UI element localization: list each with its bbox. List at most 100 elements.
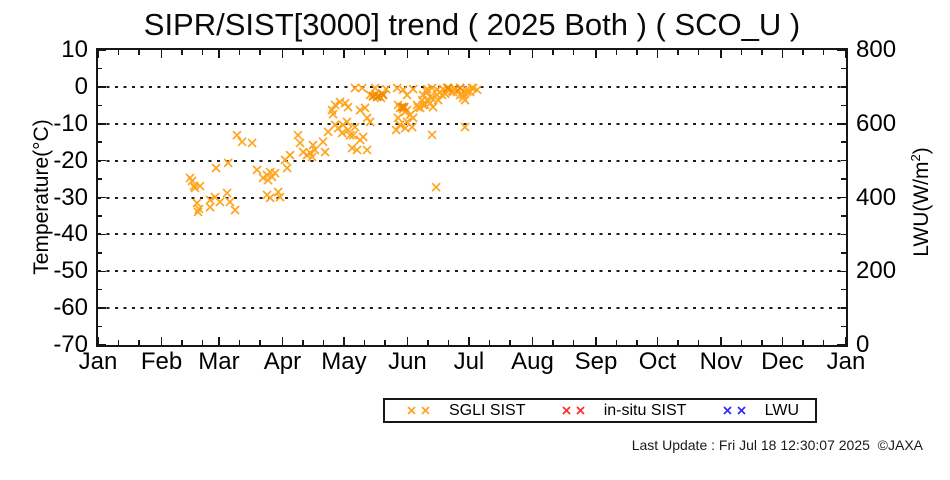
- data-point-x: [472, 85, 482, 95]
- y-tick: [841, 288, 846, 291]
- data-point-x: [330, 100, 340, 110]
- y-tick: [841, 178, 846, 180]
- data-point-x: [310, 145, 320, 155]
- x-tick-label: Jun: [388, 348, 427, 375]
- x-tick: [740, 50, 743, 55]
- data-point-x: [400, 123, 410, 133]
- y-tick-label-left: -10: [53, 109, 88, 137]
- data-point-x: [205, 195, 215, 205]
- x-tick: [845, 337, 847, 345]
- x-tick: [406, 337, 409, 345]
- x-tick: [201, 340, 204, 345]
- x-tick: [302, 50, 304, 55]
- x-tick: [656, 337, 659, 345]
- x-tick: [802, 340, 804, 345]
- data-point-x: [192, 198, 202, 208]
- y-tick-label-right: 600: [856, 109, 897, 137]
- x-tick: [181, 340, 183, 345]
- data-point-x: [190, 183, 200, 193]
- data-point-x: [408, 113, 418, 123]
- x-tick: [822, 50, 825, 55]
- y-tick-label-left: 0: [74, 72, 88, 100]
- x-tick-label: Aug: [511, 348, 554, 375]
- y-tick-label-right: 400: [856, 183, 897, 211]
- x-tick: [720, 337, 722, 345]
- x-tick: [447, 340, 450, 345]
- x-tick: [97, 50, 99, 58]
- y-axis-title-right-prefix: LWU(W/m: [910, 161, 933, 257]
- y-tick-label-left: -20: [53, 146, 88, 174]
- x-tick: [343, 50, 345, 58]
- y-tick-label-right: 0: [856, 331, 870, 358]
- chart-title: SIPR/SIST[3000] trend ( 2025 Both ) ( SC…: [143, 7, 801, 42]
- x-tick: [822, 340, 825, 345]
- data-point-x: [460, 122, 470, 132]
- x-tick-label: Mar: [198, 348, 240, 375]
- data-point-x: [230, 205, 240, 215]
- x-tick: [238, 50, 241, 55]
- data-point-x: [350, 122, 360, 132]
- y-tick: [837, 49, 846, 51]
- data-point-x: [355, 105, 365, 115]
- data-point-x: [195, 181, 205, 191]
- x-tick: [595, 337, 597, 345]
- y-tick: [98, 270, 106, 272]
- legend-item-lwu: LWU: [723, 402, 799, 420]
- x-tick: [427, 50, 429, 55]
- y-tick: [98, 233, 106, 236]
- data-point-x: [323, 127, 333, 137]
- y-tick: [841, 159, 846, 162]
- x-tick: [781, 50, 784, 58]
- x-tick-label: Jan: [826, 348, 866, 375]
- data-point-x: [285, 150, 295, 160]
- x-tick: [138, 340, 140, 345]
- y-tick: [98, 344, 106, 346]
- x-tick: [781, 337, 784, 345]
- x-tick: [552, 50, 554, 55]
- gridline: [98, 122, 846, 125]
- data-point-x: [391, 125, 401, 135]
- gridline: [98, 196, 846, 199]
- data-point-x: [273, 187, 283, 197]
- x-tick: [181, 50, 183, 55]
- x-tick: [343, 337, 345, 345]
- x-tick: [218, 337, 220, 345]
- data-point-x: [328, 109, 338, 119]
- x-tick-label: May: [321, 348, 367, 375]
- y-tick: [837, 344, 846, 346]
- data-point-x: [342, 117, 352, 127]
- data-point-x: [275, 192, 285, 202]
- legend-item-in-situ-sist: in-situ SIST: [562, 402, 686, 420]
- x-tick-label: Sep: [574, 348, 618, 375]
- x-tick: [761, 50, 763, 55]
- y-tick-label-left: -50: [53, 257, 88, 285]
- x-tick: [488, 50, 491, 55]
- data-point-x: [362, 145, 372, 155]
- x-tick: [427, 340, 429, 345]
- data-point-x: [381, 84, 391, 94]
- y-tick: [841, 307, 846, 309]
- legend-item-sgli-sist: SGLI SIST: [407, 402, 525, 420]
- plot-area: [96, 48, 848, 347]
- data-point-x: [372, 92, 382, 102]
- y-tick-label-right: 200: [856, 257, 897, 285]
- data-point-x: [393, 113, 403, 123]
- data-point-x: [427, 130, 437, 140]
- data-point-x: [222, 188, 232, 198]
- x-tick: [363, 50, 366, 55]
- data-point-x: [247, 138, 257, 148]
- y-axis-title-right-sup: 2: [908, 154, 923, 162]
- data-point-x: [467, 83, 477, 93]
- y-tick-label-left: -60: [53, 294, 88, 322]
- data-point-x: [431, 182, 441, 192]
- x-tick-label: Jul: [453, 348, 485, 375]
- data-point-x: [345, 130, 355, 140]
- y-tick: [98, 104, 102, 107]
- x-tick: [697, 50, 700, 55]
- legend-label: LWU: [764, 401, 799, 419]
- x-tick: [117, 340, 120, 345]
- x-tick: [468, 50, 470, 58]
- legend-box: SGLI SIST in-situ SIST LWU: [383, 398, 817, 423]
- y-tick: [837, 270, 846, 272]
- data-point-x: [347, 143, 357, 153]
